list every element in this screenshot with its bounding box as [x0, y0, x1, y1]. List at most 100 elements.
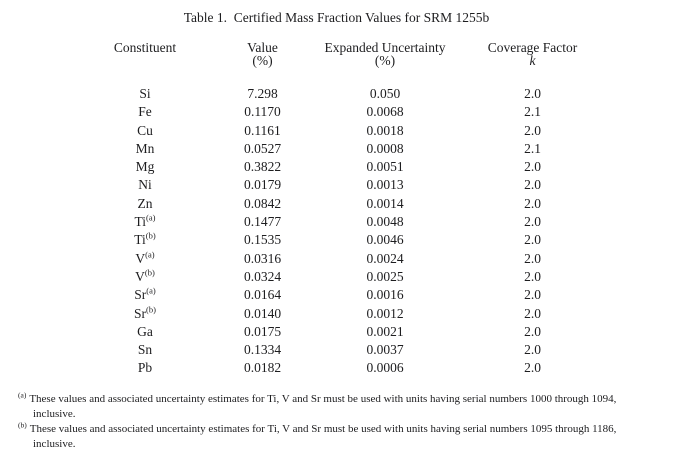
- constituent-symbol: Sn: [137, 342, 153, 358]
- column-header-label: Value: [247, 40, 278, 55]
- cell-coverage-factor: 2.0: [524, 323, 541, 339]
- column-header-sub: [70, 54, 220, 67]
- constituent-footnote-marker: (b): [145, 230, 156, 241]
- column-header-label: Expanded Uncertainty: [324, 40, 446, 55]
- column-header-sub-k: k: [529, 53, 536, 68]
- constituent-symbol: Cu: [137, 122, 153, 138]
- table-row: Si 7.298 0.050 2.0: [70, 85, 600, 103]
- cell-coverage-factor: 2.0: [524, 305, 541, 321]
- cell-value: 0.1334: [243, 342, 282, 358]
- constituent-symbol: Sr: [134, 287, 147, 303]
- cell-uncertainty: 0.0068: [366, 104, 404, 120]
- table-row: Mg 0.3822 0.0051 2.0: [70, 158, 600, 176]
- cell-uncertainty: 0.050: [369, 86, 401, 101]
- constituent-symbol: Ga: [137, 323, 153, 339]
- constituent-symbol: V: [135, 268, 145, 284]
- table-row: Mn 0.0527 0.0008 2.1: [70, 140, 600, 158]
- cell-value: 0.0175: [243, 323, 282, 339]
- column-header-constituent: Constituent: [70, 41, 220, 67]
- cell-coverage-factor: 2.1: [524, 140, 541, 156]
- cell-coverage-factor: 2.1: [524, 104, 541, 120]
- cell-uncertainty: 0.0016: [366, 287, 404, 303]
- cell-constituent: Mg: [70, 158, 220, 176]
- cell-uncertainty: 0.0013: [366, 177, 404, 193]
- cell-coverage-factor: 2.0: [524, 86, 541, 101]
- cell-coverage-factor: 2.0: [524, 122, 541, 138]
- table-row: Sn 0.1334 0.0037 2.0: [70, 341, 600, 359]
- cell-value: 0.1170: [244, 104, 281, 120]
- footnote-marker: (a): [18, 390, 27, 400]
- cell-value: 0.1535: [243, 232, 282, 248]
- cell-coverage-factor: 2.0: [524, 360, 541, 376]
- constituent-symbol: V: [135, 250, 146, 266]
- cell-coverage-factor: 2.0: [524, 250, 541, 266]
- cell-uncertainty: 0.0008: [366, 140, 404, 156]
- cell-constituent: Ni: [70, 176, 220, 194]
- cell-value: 0.0182: [243, 360, 282, 376]
- cell-coverage-factor: 2.0: [524, 342, 541, 358]
- cell-constituent: Mn: [70, 140, 220, 158]
- cell-uncertainty: 0.0037: [366, 342, 404, 358]
- cell-value: 0.0179: [243, 177, 282, 193]
- constituent-footnote-marker: (a): [146, 285, 156, 296]
- cell-constituent: Ti(b): [70, 231, 220, 249]
- cell-coverage-factor: 2.0: [524, 268, 541, 284]
- cell-uncertainty: 0.0046: [366, 232, 404, 248]
- cell-constituent: Si: [70, 85, 220, 103]
- table-body: Si 7.298 0.050 2.0 Fe 0.1170 0.0068 2.1 …: [70, 85, 600, 378]
- cell-uncertainty: 0.0021: [366, 323, 404, 339]
- cell-constituent: V(a): [70, 250, 220, 268]
- cell-constituent: Sn: [70, 341, 220, 359]
- cell-value: 0.0527: [243, 140, 282, 156]
- cell-value: 0.1477: [243, 214, 282, 230]
- cell-coverage-factor: 2.0: [524, 159, 541, 175]
- column-header-label: Coverage Factor: [487, 40, 578, 55]
- cell-uncertainty: 0.0048: [366, 214, 404, 230]
- constituent-footnote-marker: (b): [144, 267, 155, 278]
- cell-constituent: Sr(b): [70, 305, 220, 323]
- cell-value: 0.3822: [243, 159, 282, 175]
- table-row: V(b) 0.0324 0.0025 2.0: [70, 268, 600, 286]
- cell-coverage-factor: 2.0: [524, 232, 541, 248]
- cell-value: 0.0164: [243, 287, 282, 303]
- cell-constituent: Cu: [70, 122, 220, 140]
- cell-uncertainty: 0.0006: [366, 360, 404, 376]
- table-row: Ni 0.0179 0.0013 2.0: [70, 176, 600, 194]
- column-header-sub: (%): [374, 53, 396, 68]
- cell-coverage-factor: 2.0: [524, 287, 541, 303]
- footnote: (a) These values and associated uncertain…: [18, 390, 660, 422]
- cell-value: 0.0842: [243, 195, 282, 211]
- constituent-symbol: Sr: [134, 305, 147, 321]
- constituent-footnote-marker: (a): [145, 249, 155, 260]
- cell-constituent: Fe: [70, 103, 220, 121]
- constituent-symbol: Ti: [134, 214, 147, 230]
- certified-values-table: Constituent Value (%) Expanded Uncertain…: [70, 41, 600, 378]
- table-row: Cu 0.1161 0.0018 2.0: [70, 122, 600, 140]
- cell-coverage-factor: 2.0: [524, 177, 541, 193]
- cell-constituent: Pb: [70, 359, 220, 377]
- cell-coverage-factor: 2.0: [524, 195, 541, 211]
- footnote-marker: (b): [18, 420, 27, 430]
- footnote-text: These values and associated uncertainty …: [29, 392, 617, 420]
- cell-constituent: Zn: [70, 195, 220, 213]
- column-header-sub: (%): [252, 53, 273, 68]
- cell-constituent: V(b): [70, 268, 220, 286]
- cell-uncertainty: 0.0024: [366, 250, 404, 266]
- constituent-symbol: Mn: [135, 140, 155, 156]
- footnotes-section: (a) These values and associated uncertain…: [18, 390, 660, 452]
- table-row: Sr(a) 0.0164 0.0016 2.0: [70, 286, 600, 304]
- table-row: Ga 0.0175 0.0021 2.0: [70, 323, 600, 341]
- cell-uncertainty: 0.0018: [366, 122, 404, 138]
- cell-uncertainty: 0.0025: [366, 268, 404, 284]
- constituent-symbol: Ti: [134, 232, 146, 248]
- constituent-footnote-marker: (b): [146, 304, 156, 315]
- table-row: Ti(b) 0.1535 0.0046 2.0: [70, 231, 600, 249]
- table-row: Zn 0.0842 0.0014 2.0: [70, 195, 600, 213]
- constituent-footnote-marker: (a): [146, 212, 156, 223]
- cell-constituent: Sr(a): [70, 286, 220, 304]
- footnote: (b) These values and associated uncertain…: [18, 420, 660, 452]
- constituent-symbol: Mg: [135, 159, 155, 175]
- cell-value: 0.0316: [243, 250, 282, 266]
- constituent-symbol: Si: [139, 86, 151, 101]
